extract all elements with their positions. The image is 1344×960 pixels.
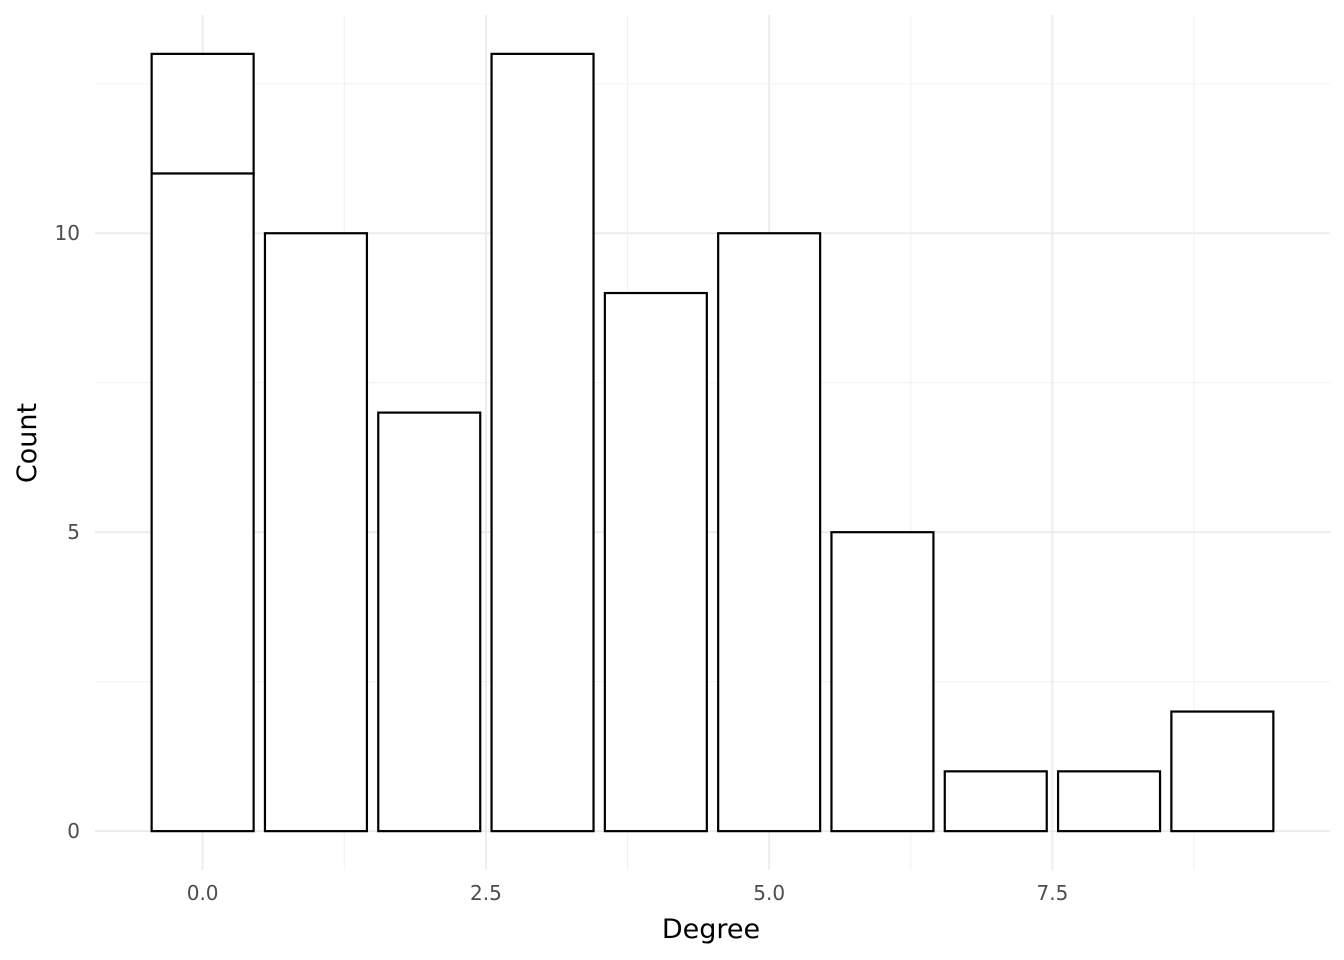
y-axis-title: Count <box>12 403 43 483</box>
bar <box>830 531 935 833</box>
bar <box>490 52 595 833</box>
y-tick-label: 0 <box>67 819 80 843</box>
bar <box>717 232 822 833</box>
x-tick-label: 2.5 <box>470 881 502 905</box>
y-tick-labels: 0 5 10 <box>55 221 80 843</box>
bar <box>1056 770 1162 833</box>
bar <box>263 232 369 833</box>
y-tick-label: 10 <box>55 221 80 245</box>
bar <box>150 172 255 833</box>
x-tick-labels: 0.0 2.5 5.0 7.5 <box>187 881 1069 905</box>
y-tick-label: 5 <box>67 520 80 544</box>
bars <box>150 52 1275 833</box>
bar <box>1170 710 1275 833</box>
bar <box>943 770 1048 833</box>
x-axis-title: Degree <box>662 914 760 945</box>
bar <box>377 411 482 833</box>
bar <box>150 52 255 175</box>
x-tick-label: 7.5 <box>1037 881 1069 905</box>
x-tick-label: 0.0 <box>187 881 219 905</box>
x-tick-label: 5.0 <box>753 881 785 905</box>
bar <box>603 291 708 833</box>
